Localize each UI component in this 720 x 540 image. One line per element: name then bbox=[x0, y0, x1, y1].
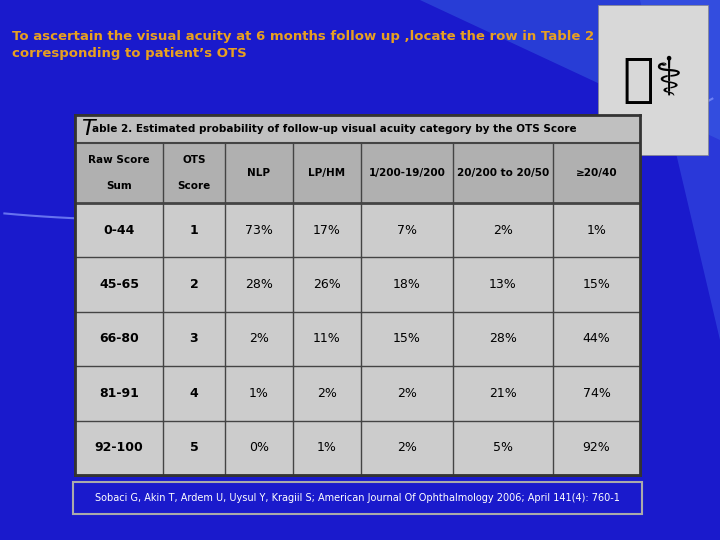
Text: 2%: 2% bbox=[317, 387, 337, 400]
Text: 1%: 1% bbox=[587, 224, 606, 237]
Text: able 2. Estimated probability of follow-up visual acuity category by the OTS Sco: able 2. Estimated probability of follow-… bbox=[92, 124, 577, 134]
Text: 81-91: 81-91 bbox=[99, 387, 139, 400]
Polygon shape bbox=[300, 0, 720, 140]
Text: 5: 5 bbox=[189, 441, 199, 454]
Text: 73%: 73% bbox=[245, 224, 273, 237]
Text: Raw Score: Raw Score bbox=[88, 155, 150, 165]
Text: 0%: 0% bbox=[249, 441, 269, 454]
Text: 11%: 11% bbox=[313, 333, 341, 346]
Text: 2%: 2% bbox=[493, 224, 513, 237]
Text: 21%: 21% bbox=[489, 387, 517, 400]
FancyBboxPatch shape bbox=[75, 366, 640, 421]
Text: OTS: OTS bbox=[182, 155, 206, 165]
Text: 0-44: 0-44 bbox=[103, 224, 135, 237]
FancyBboxPatch shape bbox=[75, 115, 640, 475]
Text: Score: Score bbox=[177, 181, 211, 191]
FancyBboxPatch shape bbox=[75, 312, 640, 366]
FancyBboxPatch shape bbox=[75, 258, 640, 312]
Text: 3: 3 bbox=[189, 333, 198, 346]
FancyBboxPatch shape bbox=[75, 143, 640, 203]
FancyBboxPatch shape bbox=[73, 482, 642, 514]
FancyBboxPatch shape bbox=[75, 421, 640, 475]
Text: 1/200-19/200: 1/200-19/200 bbox=[369, 168, 446, 178]
Text: 👨‍⚕️: 👨‍⚕️ bbox=[623, 54, 683, 106]
FancyBboxPatch shape bbox=[75, 203, 640, 258]
Text: NLP: NLP bbox=[248, 168, 271, 178]
Text: 5%: 5% bbox=[493, 441, 513, 454]
Text: 2%: 2% bbox=[397, 441, 417, 454]
Text: 44%: 44% bbox=[582, 333, 611, 346]
Text: 28%: 28% bbox=[245, 278, 273, 291]
Text: 1: 1 bbox=[189, 224, 199, 237]
Text: 26%: 26% bbox=[313, 278, 341, 291]
Text: 1%: 1% bbox=[249, 387, 269, 400]
Text: 15%: 15% bbox=[393, 333, 421, 346]
FancyBboxPatch shape bbox=[598, 5, 708, 155]
Text: 74%: 74% bbox=[582, 387, 611, 400]
Text: ≥20/40: ≥20/40 bbox=[576, 168, 617, 178]
Text: 7%: 7% bbox=[397, 224, 417, 237]
Text: 92%: 92% bbox=[582, 441, 611, 454]
Text: 2%: 2% bbox=[249, 333, 269, 346]
Text: T: T bbox=[81, 119, 94, 139]
Polygon shape bbox=[500, 0, 720, 340]
Text: 15%: 15% bbox=[582, 278, 611, 291]
Text: 92-100: 92-100 bbox=[94, 441, 143, 454]
FancyBboxPatch shape bbox=[75, 115, 640, 143]
Text: 28%: 28% bbox=[489, 333, 517, 346]
Text: To ascertain the visual acuity at 6 months follow up ,locate the row in Table 2
: To ascertain the visual acuity at 6 mont… bbox=[12, 30, 594, 60]
Text: 17%: 17% bbox=[313, 224, 341, 237]
Text: LP/HM: LP/HM bbox=[308, 168, 346, 178]
Text: 4: 4 bbox=[189, 387, 199, 400]
Text: 13%: 13% bbox=[489, 278, 517, 291]
Text: 45-65: 45-65 bbox=[99, 278, 139, 291]
Text: 1%: 1% bbox=[317, 441, 337, 454]
Text: 2%: 2% bbox=[397, 387, 417, 400]
Text: 66-80: 66-80 bbox=[99, 333, 139, 346]
Text: Sobaci G, Akin T, Ardem U, Uysul Y, Kragiil S; American Journal Of Ophthalmology: Sobaci G, Akin T, Ardem U, Uysul Y, Krag… bbox=[95, 493, 620, 503]
Text: 2: 2 bbox=[189, 278, 199, 291]
Text: Sum: Sum bbox=[106, 181, 132, 191]
Text: 18%: 18% bbox=[393, 278, 421, 291]
Text: 20/200 to 20/50: 20/200 to 20/50 bbox=[457, 168, 549, 178]
